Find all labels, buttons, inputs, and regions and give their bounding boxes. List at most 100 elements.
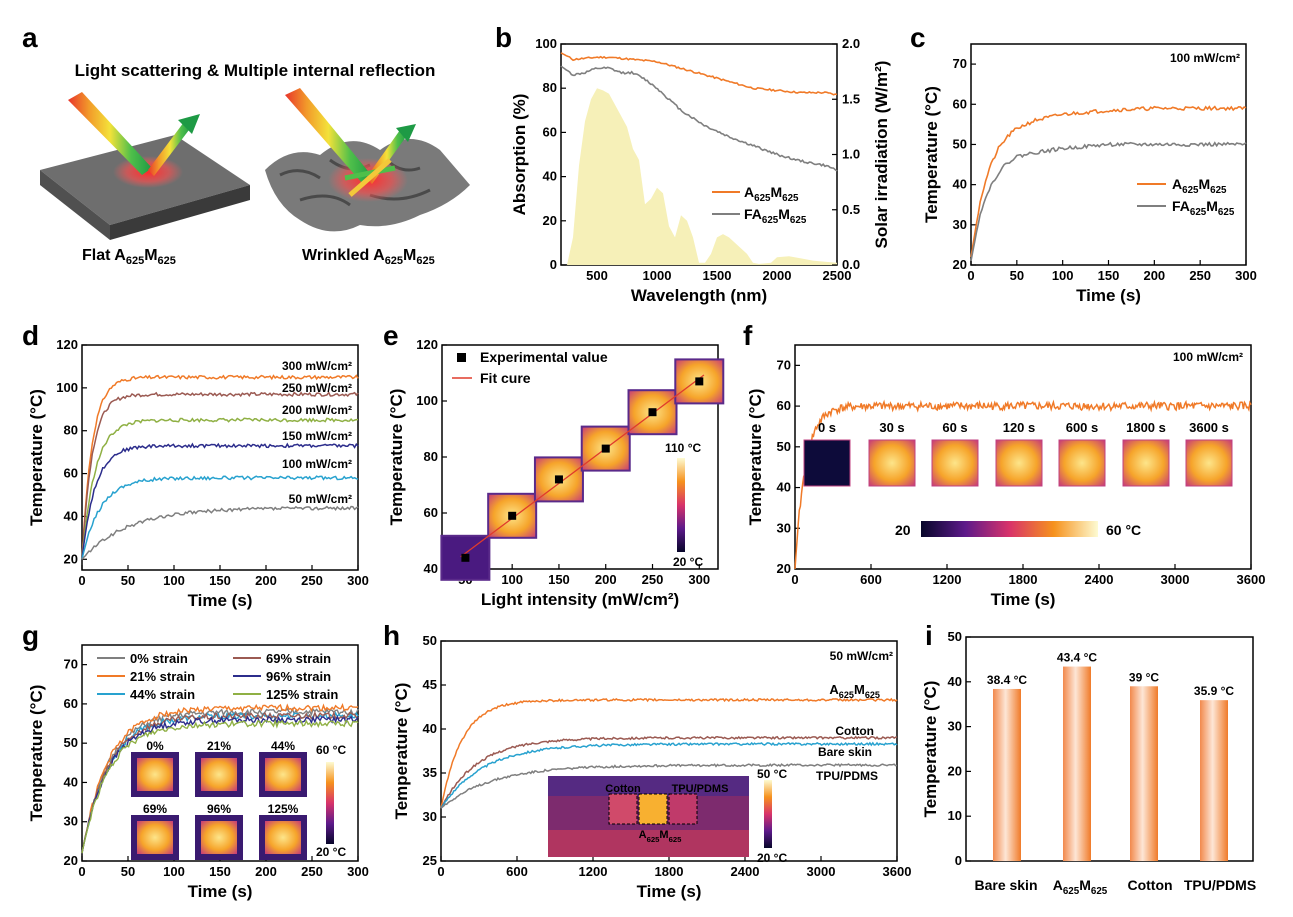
thumbnail-time-label: 1800 s [1126, 420, 1166, 435]
series-line [81, 475, 359, 560]
x-tick-label: 100 [501, 572, 523, 587]
thermal-image-square [627, 389, 678, 436]
series-line [440, 763, 898, 809]
x-axis-label: Time (s) [188, 591, 253, 610]
legend-label: A625M625 [1172, 176, 1227, 196]
panel-letter-b: b [495, 22, 512, 53]
intensity-annotation: 100 mW/cm² [1173, 350, 1243, 364]
x-tick-label: 300 [1235, 268, 1257, 283]
series-line [440, 735, 898, 809]
panel-a-title: Light scattering & Multiple internal ref… [75, 61, 436, 80]
series-line [81, 718, 359, 854]
y-tick-label: 30 [64, 814, 78, 829]
x-tick-label: 1200 [579, 864, 608, 879]
y-tick-label: 30 [953, 217, 967, 232]
y-tick-label: 50 [423, 633, 437, 648]
legend-label: 44% strain [130, 687, 195, 702]
data-point [695, 377, 704, 386]
y-tick-label: 60 [543, 124, 557, 139]
series-label-cotton: Cotton [835, 724, 874, 738]
y-tick-label: 40 [64, 508, 78, 523]
x-tick-label: 2500 [823, 268, 852, 283]
inset-label-a625m625: A625M625 [639, 829, 683, 844]
y-tick-label: 60 [777, 398, 791, 413]
legend-label: 96% strain [266, 669, 331, 684]
flat-incident-beam [68, 92, 152, 175]
strain-thermal-image [201, 758, 237, 791]
strain-thermal-image [201, 821, 237, 854]
panel-a-illustration: Light scattering & Multiple internal ref… [40, 61, 470, 267]
series-line [81, 391, 359, 560]
inset-label-cotton: Cotton [605, 783, 641, 795]
thumbnail-time-label: 30 s [879, 420, 904, 435]
x-tick-label: 300 [347, 573, 369, 588]
internal-reflection-1 [344, 165, 396, 181]
y-tick-label: 50 [777, 439, 791, 454]
x-category-label: Cotton [1127, 877, 1172, 893]
colorbar [326, 762, 334, 844]
strain-thermal-image [137, 821, 173, 854]
flat-fabric-edge [110, 185, 250, 240]
x-category-label: Bare skin [974, 877, 1037, 893]
series-label: 200 mW/cm² [282, 403, 352, 417]
y-axis-label: Temperature (°C) [921, 681, 940, 818]
series-line [81, 374, 359, 560]
strain-thumbnail-label: 21% [207, 739, 231, 753]
x-tick-label: 1500 [703, 268, 732, 283]
solar-spectrum-area [567, 88, 837, 265]
x-tick-label: 100 [163, 573, 185, 588]
inset-thermal-top [548, 776, 749, 796]
y-tick-label: 25 [423, 853, 437, 868]
x-tick-label: 300 [347, 864, 369, 879]
series-line-A625M625 [560, 52, 838, 96]
x-tick-label: 250 [301, 573, 323, 588]
plot-frame-c [970, 43, 1247, 266]
strain-thumbnail-label: 96% [207, 802, 231, 816]
y-tick-label: 100 [416, 393, 438, 408]
x-tick-label: 2400 [731, 864, 760, 879]
legend-label: FA625M625 [1172, 198, 1235, 218]
thermal-thumbnail [1122, 439, 1170, 487]
chart-b: 500 1000 1500 2000 2500 0 20 40 60 80 100 Wavelengt… [510, 36, 891, 305]
y-tick-label: 70 [64, 657, 78, 672]
x-axis-label: Time (s) [637, 882, 702, 901]
series-line-FA625M625 [560, 65, 838, 172]
y-tick-label: 80 [543, 80, 557, 95]
y-tick-label: 70 [777, 357, 791, 372]
internal-reflection-2 [348, 158, 392, 197]
series-line-A625M625 [794, 399, 1252, 570]
x-tick-label: 3000 [807, 864, 836, 879]
x-tick-label: 2400 [1085, 572, 1114, 587]
legend-label: 69% strain [266, 651, 331, 666]
bar-value-label: 39 °C [1129, 670, 1159, 684]
y-tick-label: 10 [948, 808, 962, 823]
flat-fabric-side [40, 170, 110, 240]
chart-d: 0 50 100 150 200 250 300 20 40 60 80 100 120 Time (s)… [27, 337, 369, 610]
y-tick-label: 30 [777, 520, 791, 535]
y-tick-label: 40 [64, 774, 78, 789]
thumbnail-time-label: 120 s [1003, 420, 1036, 435]
series-label: 50 mW/cm² [289, 492, 352, 506]
bar [1130, 686, 1158, 861]
y-tick-label: 0 [955, 853, 962, 868]
panel-letter-h: h [383, 620, 400, 651]
x-tick-label: 250 [1189, 268, 1211, 283]
y-right-tick-label: 2.0 [842, 36, 860, 51]
inset-thermal-bottom [548, 830, 749, 857]
thermal-thumbnail [931, 439, 979, 487]
series-line [81, 714, 359, 854]
thermal-thumbnail [868, 439, 916, 487]
x-tick-label: 0 [78, 864, 85, 879]
strain-thermal-image [265, 821, 301, 854]
y-tick-label: 20 [953, 257, 967, 272]
strain-thumbnail-label: 44% [271, 739, 295, 753]
legend-marker-experimental [457, 353, 466, 362]
y-tick-label: 50 [948, 629, 962, 644]
x-tick-label: 3600 [1237, 572, 1266, 587]
series-label: 250 mW/cm² [282, 381, 352, 395]
colorbar-min-label: 20 °C [316, 845, 346, 859]
chart-i: 0 10 20 30 40 50 Temperature (°C) 38.4 °C 43.4 °… [921, 629, 1256, 897]
x-tick-label: 1800 [655, 864, 684, 879]
colorbar-min-label: 20 °C [673, 555, 703, 569]
y-tick-label: 20 [948, 763, 962, 778]
